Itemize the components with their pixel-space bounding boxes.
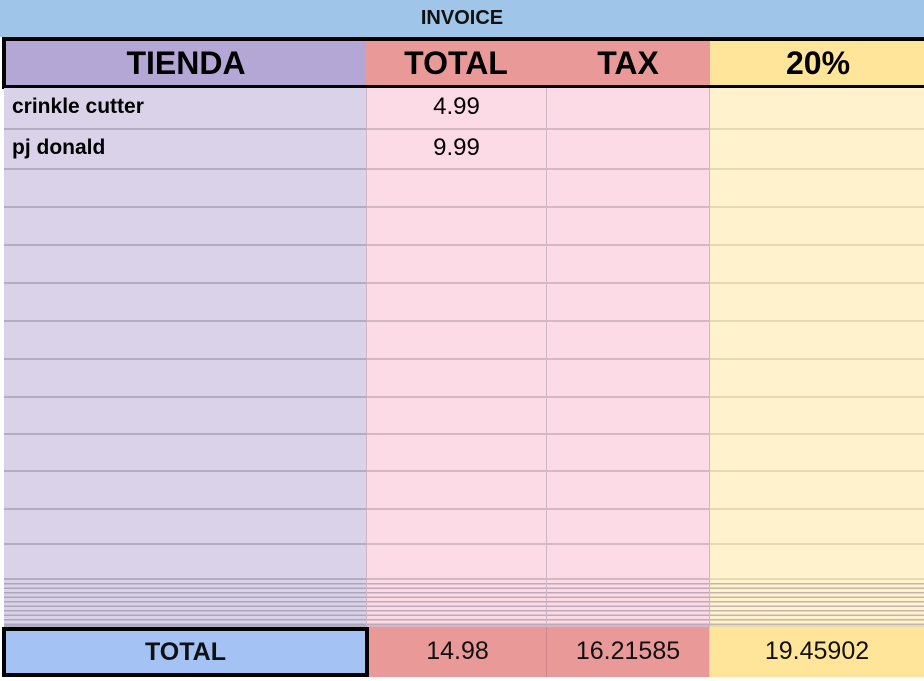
totals-label[interactable]: TOTAL [2,627,369,677]
invoice-title: INVOICE [0,0,924,37]
cell-tax[interactable] [547,545,710,580]
cell-20-percent[interactable] [710,284,924,322]
cell-20-percent[interactable] [710,170,924,208]
cell-tienda[interactable]: pj donald [4,130,367,170]
cell-tax[interactable] [547,88,710,130]
cell-tienda[interactable] [4,322,367,360]
cell-tax[interactable] [547,398,710,435]
cell-tienda[interactable] [4,545,367,580]
collapsed-rows [710,580,924,627]
header-total[interactable]: TOTAL [366,37,550,89]
cell-20-percent[interactable] [710,208,924,246]
cell-total[interactable] [367,208,547,246]
cell-20-percent[interactable] [710,472,924,510]
cell-tienda[interactable] [4,435,367,472]
cell-20-percent[interactable] [710,246,924,284]
header-tax[interactable]: TAX [546,37,714,89]
cell-tienda[interactable] [4,208,367,246]
cell-tax[interactable] [547,510,710,545]
cell-20-percent[interactable] [710,130,924,170]
collapsed-rows [547,580,710,627]
totals-20-percent[interactable]: 19.45902 [710,627,924,677]
cell-total[interactable] [367,170,547,208]
totals-tax[interactable]: 16.21585 [547,627,710,677]
cell-total[interactable] [367,472,547,510]
cell-tax[interactable] [547,170,710,208]
cell-tax[interactable] [547,322,710,360]
cell-tienda[interactable] [4,170,367,208]
header-tienda[interactable]: TIENDA [2,37,370,89]
cell-tienda[interactable] [4,246,367,284]
cell-total[interactable] [367,360,547,398]
cell-total[interactable] [367,398,547,435]
cell-total[interactable] [367,284,547,322]
cell-tax[interactable] [547,435,710,472]
header-20-percent[interactable]: 20% [710,37,924,89]
cell-total[interactable] [367,545,547,580]
cell-20-percent[interactable] [710,398,924,435]
collapsed-rows [4,580,367,627]
cell-total[interactable]: 4.99 [367,88,547,130]
cell-20-percent[interactable] [710,88,924,130]
cell-total[interactable] [367,246,547,284]
cell-tienda[interactable] [4,398,367,435]
cell-tax[interactable] [547,472,710,510]
cell-20-percent[interactable] [710,360,924,398]
cell-tienda[interactable] [4,472,367,510]
cell-20-percent[interactable] [710,322,924,360]
cell-tienda[interactable] [4,284,367,322]
cell-total[interactable] [367,435,547,472]
cell-tax[interactable] [547,246,710,284]
cell-tax[interactable] [547,284,710,322]
cell-tax[interactable] [547,360,710,398]
cell-tienda[interactable] [4,510,367,545]
cell-20-percent[interactable] [710,435,924,472]
cell-20-percent[interactable] [710,510,924,545]
cell-tax[interactable] [547,130,710,170]
collapsed-rows [367,580,547,627]
cell-total[interactable] [367,510,547,545]
cell-tax[interactable] [547,208,710,246]
cell-total[interactable] [367,322,547,360]
cell-20-percent[interactable] [710,545,924,580]
cell-total[interactable]: 9.99 [367,130,547,170]
cell-tienda[interactable] [4,360,367,398]
cell-tienda[interactable]: crinkle cutter [4,88,367,130]
totals-total[interactable]: 14.98 [369,627,547,677]
